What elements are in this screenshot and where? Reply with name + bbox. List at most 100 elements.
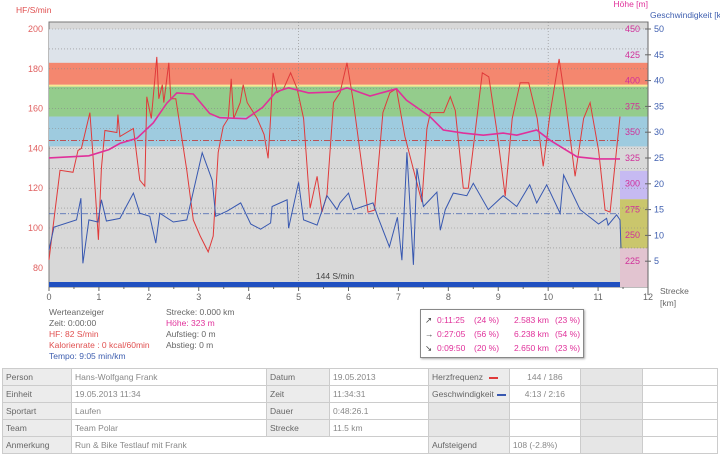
arrow-up-right-icon: ↗ — [425, 315, 433, 325]
empty-cell — [641, 436, 719, 454]
heartrate-label-text: Herzfrequenz — [432, 372, 484, 382]
label-ascending: Aufsteigend — [428, 436, 510, 454]
height-axis-tick-label: 275 — [625, 204, 640, 214]
right-axis-tick-label: 35 — [654, 101, 664, 111]
value-speed: 4:13 / 2:16 — [508, 385, 581, 403]
right-axis-tick-label: 50 — [654, 24, 664, 34]
x-axis-tick-label: 6 — [346, 292, 351, 302]
height-axis-tick-label: 250 — [625, 230, 640, 240]
label-date: Datum — [266, 368, 330, 386]
height-axis-tick-label: 325 — [625, 153, 640, 163]
left-axis-tick-label: 120 — [28, 183, 43, 193]
x-axis-tick-label: 3 — [196, 292, 201, 302]
left-axis-tick-label: 100 — [28, 223, 43, 233]
right-axis-tick-label: 10 — [654, 230, 664, 240]
speed-legend-swatch — [496, 393, 506, 396]
empty-cell — [641, 385, 719, 403]
value-heartrate: 144 / 186 — [508, 368, 581, 386]
value-unit: 19.05.2013 11:34 — [71, 385, 267, 403]
x-axis-tick-label: 12 — [643, 292, 653, 302]
x-axis-tick-label: 9 — [496, 292, 501, 302]
hf-zone-band — [49, 86, 648, 117]
series-line-höhe — [48, 86, 620, 160]
x-axis-tick-label: 8 — [446, 292, 451, 302]
height-axis-tick-label: 400 — [625, 76, 640, 86]
empty-cell — [641, 419, 719, 437]
label-duration: Dauer — [266, 402, 330, 420]
readout-descent: Abstieg: 0 m — [166, 340, 214, 350]
right-axis-tick-label: 20 — [654, 179, 664, 189]
right-axis-tick-label: 25 — [654, 153, 664, 163]
empty-cell — [508, 402, 581, 420]
left-axis-tick-label: 140 — [28, 143, 43, 153]
climb-dist: 2.583 km — [514, 315, 549, 325]
series-line-herzfrequenz — [48, 56, 621, 260]
readout-calories: Kalorienrate : 0 kcal/60min — [49, 340, 150, 350]
climb-time-pct: (24 %) — [474, 315, 500, 325]
value-note: Run & Bike Testlauf mit Frank — [71, 436, 429, 454]
label-speed: Geschwindigkeit — [428, 385, 510, 403]
value-ascending: 108 (-2.8%) — [508, 436, 581, 454]
climb-dist-pct: (23 %) — [555, 315, 581, 325]
label-team: Team — [2, 419, 72, 437]
label-unit: Einheit — [2, 385, 72, 403]
readout-ascent: Aufstieg: 0 m — [166, 329, 216, 339]
table-row: Sportart Laufen Dauer 0:48:26.1 — [2, 402, 719, 420]
avg-hr-bar — [49, 282, 620, 287]
hf-zone-band — [49, 116, 648, 147]
arrow-right-icon: → — [425, 329, 434, 339]
value-time: 11:34:31 — [329, 385, 429, 403]
table-row: Team Team Polar Strecke 11.5 km — [2, 419, 719, 437]
readout-hf: HF: 82 S/min — [49, 329, 99, 339]
value-person: Hans-Wolfgang Frank — [71, 368, 267, 386]
flat-time: 0:27:05 — [437, 329, 466, 339]
value-readout-2: Strecke: 0.000 km Höhe: 323 m Aufstieg: … — [166, 307, 235, 351]
height-axis-tick-label: 375 — [625, 101, 640, 111]
speed-zone-band — [620, 248, 648, 287]
right-axis-title: Geschwindigkeit [km/h] — [650, 10, 720, 20]
value-team: Team Polar — [71, 419, 267, 437]
label-person: Person — [2, 368, 72, 386]
speed-label-text: Geschwindigkeit — [432, 389, 494, 399]
right-axis-tick-label: 5 — [654, 256, 659, 266]
descent-time: 0:09:50 — [437, 343, 466, 353]
empty-cell — [641, 402, 719, 420]
x-axis-tick-label: 0 — [46, 292, 51, 302]
height-axis-tick-label: 225 — [625, 256, 640, 266]
empty-cell — [641, 368, 719, 386]
readout-pace: Tempo: 9:05 min/km — [49, 351, 126, 361]
series-line-geschwindigkeit — [48, 151, 622, 265]
readout-title: Werteanzeiger — [49, 307, 105, 317]
table-row: Anmerkung Run & Bike Testlauf mit Frank … — [2, 436, 719, 454]
left-axis-tick-label: 80 — [33, 263, 43, 273]
right-axis-tick-label: 30 — [654, 127, 664, 137]
training-chart[interactable]: 144 S/minHF/S/min80100120140160180200Höh… — [0, 0, 720, 310]
value-date: 19.05.2013 — [329, 368, 429, 386]
x-axis-title: Strecke — [660, 286, 689, 296]
descent-dist-pct: (23 %) — [555, 343, 581, 353]
empty-cell — [579, 385, 643, 403]
x-axis-tick-label: 2 — [146, 292, 151, 302]
left-axis-tick-label: 160 — [28, 104, 43, 114]
x-axis-tick-label: 5 — [296, 292, 301, 302]
height-axis-title: Höhe [m] — [614, 0, 649, 9]
table-row: Einheit 19.05.2013 11:34 Zeit 11:34:31 G… — [2, 385, 719, 403]
speed-zone-band — [620, 199, 648, 249]
empty-cell — [428, 402, 510, 420]
empty-cell — [579, 419, 643, 437]
value-readout: Werteanzeiger Zeit: 0:00:00 HF: 82 S/min… — [49, 307, 150, 362]
flat-time-pct: (56 %) — [474, 329, 500, 339]
empty-cell — [508, 419, 581, 437]
x-axis-tick-label: 11 — [593, 292, 602, 302]
x-axis-tick-label: 4 — [246, 292, 251, 302]
empty-cell — [579, 402, 643, 420]
flat-dist-pct: (54 %) — [555, 329, 581, 339]
right-axis-tick-label: 15 — [654, 205, 664, 215]
readout-altitude: Höhe: 323 m — [166, 318, 215, 328]
climb-summary: ↗ 0:11:25 (24 %) 2.583 km (23 %) → 0:27:05 (56… — [420, 309, 584, 358]
height-axis-tick-label: 350 — [625, 127, 640, 137]
label-sport: Sportart — [2, 402, 72, 420]
hf-zone-band — [49, 84, 648, 87]
height-axis-tick-label: 450 — [625, 24, 640, 34]
climb-time: 0:11:25 — [437, 315, 465, 325]
